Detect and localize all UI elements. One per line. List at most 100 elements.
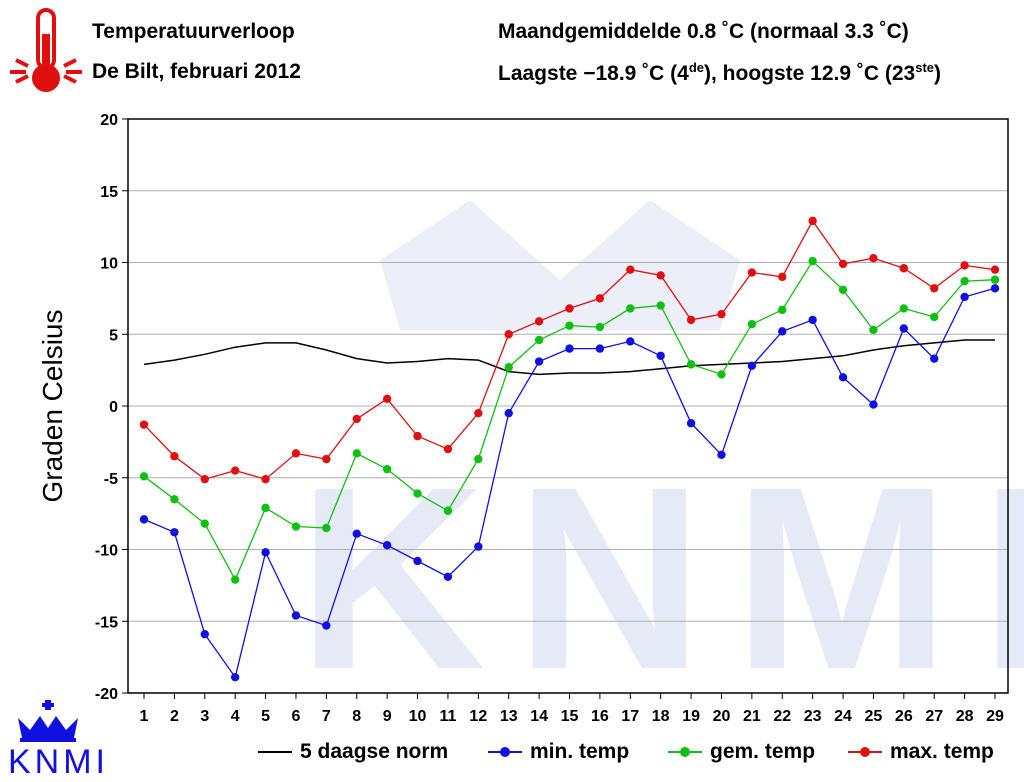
data-point-min <box>261 548 270 557</box>
data-point-gem <box>291 522 301 531</box>
data-point-gem <box>930 312 939 322</box>
x-tick-label: 17 <box>621 708 639 725</box>
data-point-gem <box>261 503 270 513</box>
extremes-text: Laagste −18.9 ˚C (4de), hoogste 12.9 ˚C … <box>498 60 941 86</box>
data-point-min <box>352 529 361 538</box>
watermark-text: KNMI <box>298 434 1024 724</box>
x-tick-label: 18 <box>652 708 670 725</box>
data-point-gem <box>443 506 453 515</box>
y-axis-label: Graden Celsius <box>37 310 68 503</box>
legend-item-gem: gem. temp <box>668 740 815 764</box>
x-tick-label: 9 <box>383 708 392 725</box>
data-point-max <box>534 317 544 326</box>
data-point-gem <box>960 276 969 286</box>
y-tick-label: -10 <box>95 543 118 560</box>
thermometer-icon <box>10 8 82 92</box>
data-point-min <box>200 629 209 639</box>
data-point-max <box>352 414 361 424</box>
data-point-gem <box>382 464 392 474</box>
data-point-min <box>565 344 574 353</box>
data-point-max <box>960 261 969 270</box>
x-tick-label: 11 <box>439 708 456 725</box>
y-tick-label: -5 <box>104 471 118 488</box>
data-point-min <box>686 419 696 428</box>
x-tick-label: 4 <box>231 708 240 725</box>
data-point-gem <box>352 449 361 458</box>
data-point-max <box>170 452 179 461</box>
data-point-max <box>291 449 301 458</box>
x-tick-label: 27 <box>925 708 943 725</box>
data-point-gem <box>322 523 331 533</box>
data-point-gem <box>838 285 848 294</box>
data-point-max <box>200 474 209 484</box>
x-tick-label: 8 <box>352 708 361 725</box>
data-point-min <box>534 357 544 366</box>
y-tick-label: -20 <box>95 686 118 703</box>
data-point-max <box>322 454 331 464</box>
monthly-average: Maandgemiddelde 0.8 ˚C (normaal 3.3 ˚C) <box>498 20 909 43</box>
data-point-max <box>747 268 757 277</box>
data-point-min <box>656 351 665 360</box>
data-point-max <box>474 408 483 418</box>
knmi-logo: KNMI <box>8 700 109 782</box>
data-point-min <box>838 373 848 382</box>
data-point-max <box>230 466 240 475</box>
x-tick-label: 19 <box>682 708 700 725</box>
data-point-min <box>443 572 453 581</box>
data-point-gem <box>474 454 483 464</box>
data-point-max <box>413 431 422 441</box>
x-tick-label: 15 <box>561 708 579 725</box>
legend-item-min: min. temp <box>488 740 629 764</box>
x-tick-label: 7 <box>322 708 331 725</box>
data-point-gem <box>656 301 665 310</box>
data-point-min <box>930 354 939 363</box>
x-tick-label: 12 <box>469 708 487 725</box>
plot-frame <box>127 118 1009 694</box>
y-tick-label: 10 <box>100 256 118 273</box>
data-point-min <box>382 540 392 550</box>
extremes-sup-a: de <box>688 60 705 75</box>
x-tick-label: 23 <box>804 708 822 725</box>
y-tick-label: 0 <box>109 399 118 416</box>
data-point-min <box>595 344 605 353</box>
data-point-max <box>382 394 392 404</box>
data-point-max <box>595 294 605 303</box>
series-line-norm <box>143 339 995 376</box>
data-point-min <box>808 315 817 325</box>
x-tick-label: 21 <box>743 708 761 725</box>
data-point-min <box>747 361 757 371</box>
data-point-max <box>990 265 1000 274</box>
data-point-gem <box>778 305 787 315</box>
data-point-gem <box>626 304 635 313</box>
knmi-logo-text: KNMI <box>8 743 109 781</box>
extremes-sup-b: ste <box>915 60 935 75</box>
data-point-max <box>899 264 909 273</box>
data-point-max <box>626 265 635 274</box>
x-tick-label: 1 <box>140 708 149 725</box>
x-tick-label: 29 <box>986 708 1004 725</box>
data-point-min <box>626 337 635 346</box>
data-point-max <box>261 474 270 484</box>
watermark-crown <box>380 200 740 330</box>
chart-subtitle: De Bilt, februari 2012 <box>92 60 301 83</box>
legend-item-norm: 5 daagse norm <box>258 740 448 764</box>
x-tick-label: 20 <box>713 708 731 725</box>
y-tick-label: -15 <box>95 614 118 631</box>
data-point-gem <box>808 256 817 266</box>
data-point-gem <box>899 304 909 313</box>
chart-title: Temperatuurverloop <box>92 20 295 43</box>
legend-item-max: max. temp <box>848 740 994 764</box>
data-point-max <box>838 259 848 269</box>
data-point-min <box>322 621 331 630</box>
data-point-max <box>778 272 787 282</box>
data-point-max <box>930 284 939 293</box>
data-point-min <box>474 542 483 551</box>
data-point-gem <box>869 325 878 335</box>
data-point-max <box>656 271 665 280</box>
data-point-gem <box>230 575 240 584</box>
x-tick-label: 10 <box>409 708 427 725</box>
data-point-min <box>778 327 787 336</box>
legend-label-max: max. temp <box>890 740 994 763</box>
data-point-gem <box>200 519 209 528</box>
y-tick-label: 5 <box>109 327 118 344</box>
